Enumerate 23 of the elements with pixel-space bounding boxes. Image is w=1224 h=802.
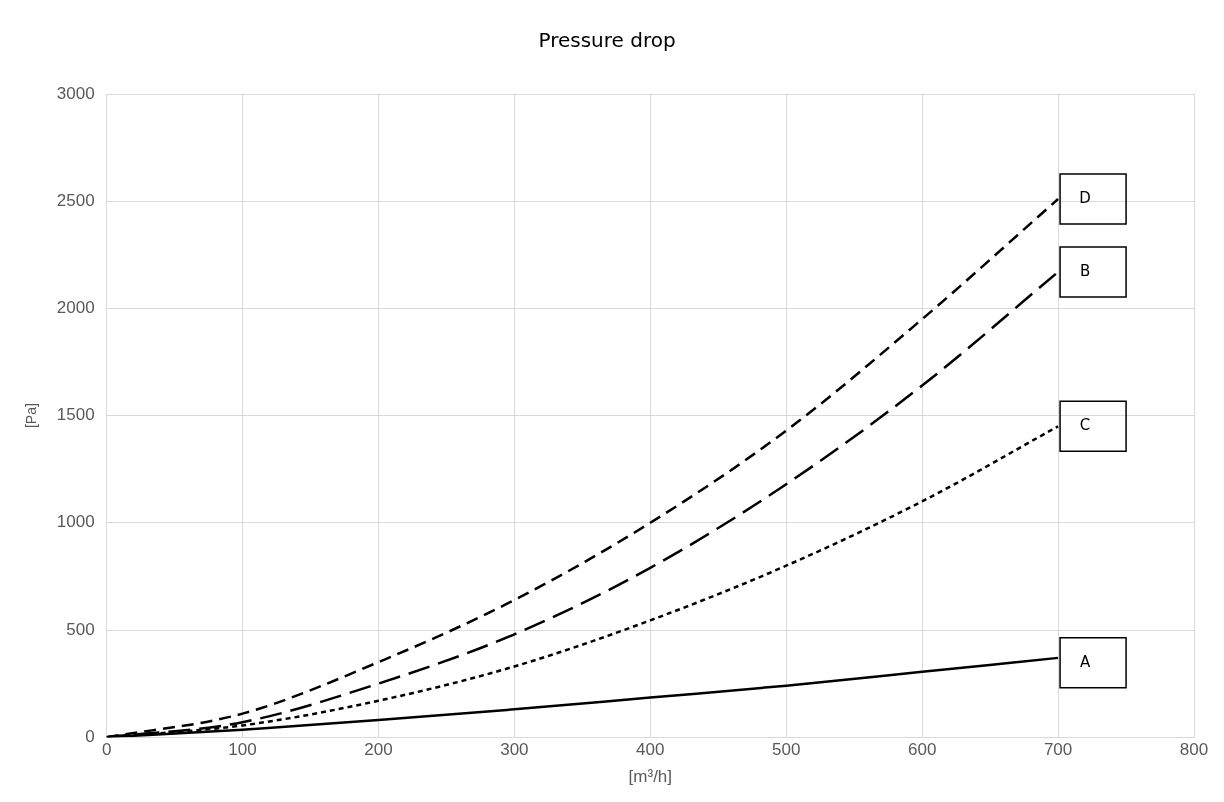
y-tick-label: 2000 (56, 298, 95, 318)
x-tick-label: 500 (772, 740, 801, 760)
x-tick-label: 600 (907, 740, 937, 760)
y-tick-label: 500 (66, 619, 95, 639)
y-tick-label: 3000 (56, 83, 95, 103)
series-label: C (1079, 416, 1091, 435)
x-tick-label: 300 (500, 740, 529, 760)
x-tick-label: 400 (636, 740, 665, 760)
x-tick-label: 200 (364, 740, 393, 760)
x-tick-label: 800 (1179, 740, 1209, 760)
y-tick-label: 1000 (56, 512, 95, 532)
series-label: D (1079, 188, 1091, 207)
x-axis-title: [m³/h] (628, 767, 673, 787)
series-label: B (1079, 261, 1091, 280)
x-tick-label: 100 (228, 740, 257, 760)
y-tick-label: 1500 (56, 405, 95, 425)
x-tick-label: 0 (101, 740, 112, 760)
series-label: A (1079, 652, 1091, 671)
y-axis-title: [Pa] (23, 403, 40, 429)
chart-title: Pressure drop (538, 28, 676, 53)
y-tick-label: 2500 (56, 190, 95, 210)
y-tick-label: 0 (85, 726, 95, 746)
x-tick-label: 700 (1043, 740, 1073, 760)
